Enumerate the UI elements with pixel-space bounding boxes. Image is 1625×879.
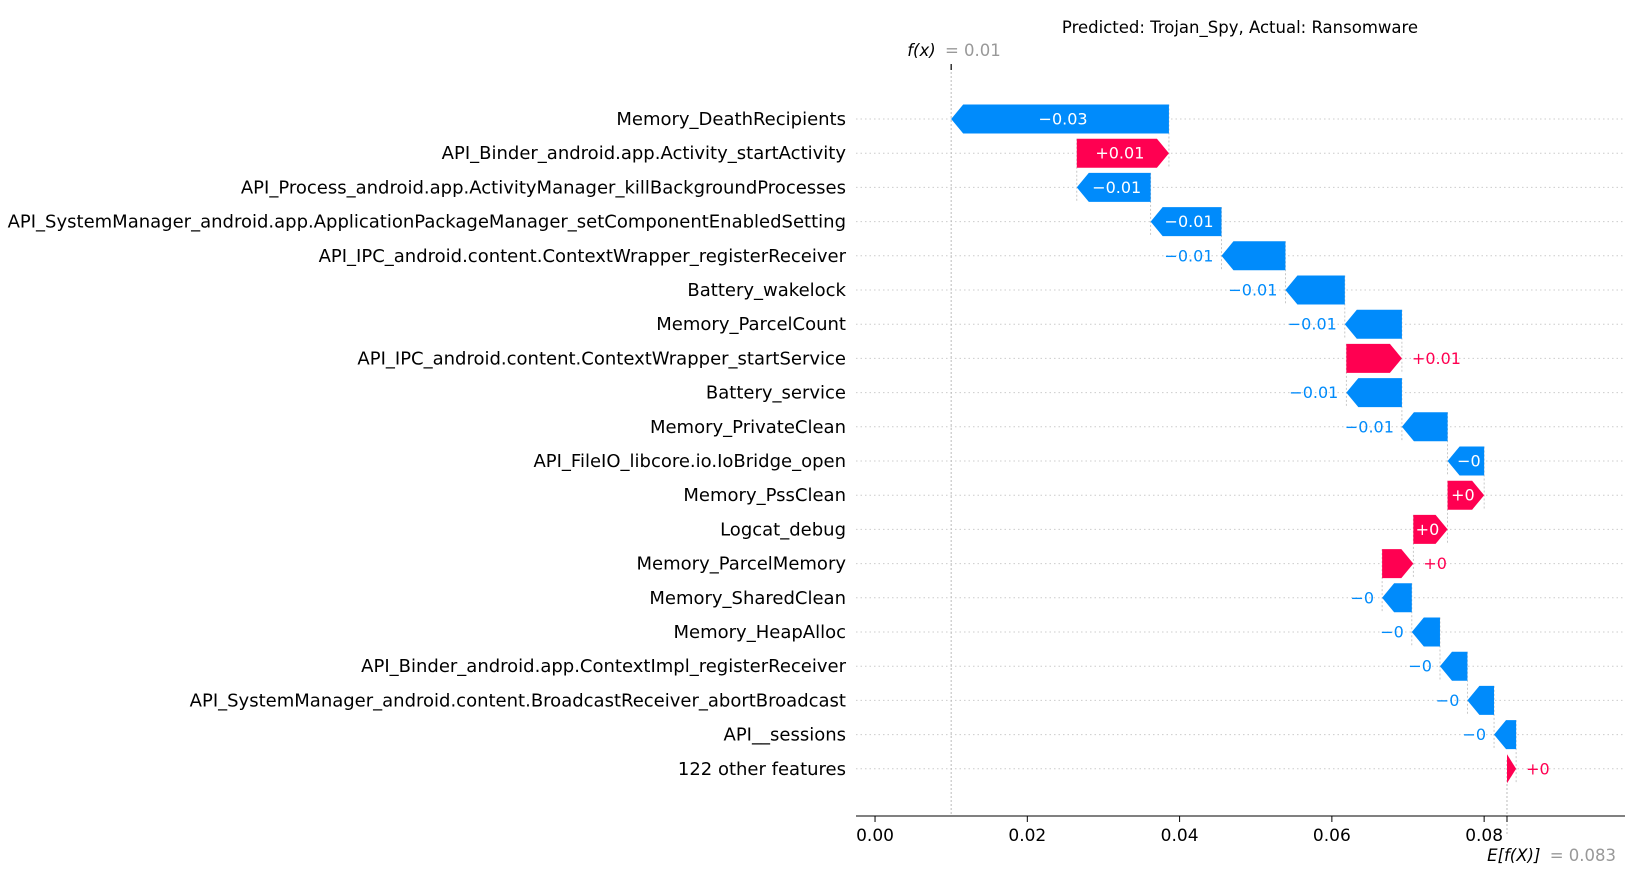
bar-value-label: +0 (1451, 486, 1475, 505)
reference-lines (950, 64, 1517, 836)
feature-label: Battery_wakelock (687, 280, 846, 301)
bar-value-label: −0 (1462, 725, 1486, 744)
gridlines (856, 118, 1625, 770)
feature-label: API_IPC_android.content.ContextWrapper_s… (357, 348, 846, 369)
efx-annotation: E[f(X)] = 0.083 (1487, 846, 1616, 865)
bar-negative (1439, 651, 1468, 681)
x-tick-label: 0.06 (1313, 826, 1351, 846)
x-tick-label: 0.00 (856, 826, 894, 846)
bar-value-label: −0.01 (1289, 383, 1338, 402)
bar-negative (1494, 720, 1517, 750)
feature-label: Memory_ParcelCount (656, 314, 846, 335)
feature-label: API_Binder_android.app.ContextImpl_regis… (361, 656, 846, 677)
bar-negative (1150, 207, 1222, 237)
bar-value-label: −0.01 (1165, 212, 1214, 231)
bar-value-label: −0 (1380, 623, 1404, 642)
svg-text:E[f(X)] = 0.083: E[f(X)] = 0.083 (1487, 846, 1616, 865)
bar-value-label: +0.01 (1095, 144, 1144, 163)
feature-label: Battery_service (706, 383, 846, 404)
bar-value-label: +0 (1423, 554, 1447, 573)
bar-negative (1344, 309, 1402, 339)
feature-label: API_Binder_android.app.Activity_startAct… (442, 143, 847, 164)
feature-labels: Memory_DeathRecipients API_Binder_android… (8, 109, 847, 780)
bar-value-label: −0 (1351, 588, 1375, 607)
feature-label: Memory_HeapAlloc (674, 622, 847, 643)
bar-value-label: −0 (1408, 657, 1432, 676)
bar-value-label: −0.03 (1039, 110, 1088, 129)
svg-text:f(x) = 0.01: f(x) = 0.01 (907, 41, 1001, 60)
bar-value-label: +0 (1416, 520, 1440, 539)
bar-value-labels: −0.03 +0.01 −0.01 −0.01 −0.01 −0.01 −0.01 +0.01… (1039, 110, 1550, 779)
feature-label: API_IPC_android.content.ContextWrapper_r… (319, 246, 847, 267)
bar-value-label: −0 (1436, 691, 1460, 710)
bar-negative (1447, 446, 1485, 476)
bar-value-label: −0.01 (1092, 178, 1141, 197)
feature-label: Memory_PssClean (683, 485, 846, 506)
bar-value-label: −0.01 (1288, 315, 1337, 334)
feature-label: Memory_ParcelMemory (637, 554, 847, 575)
bar-negative (1221, 241, 1286, 271)
bar-negative (1401, 412, 1448, 442)
bar-value-label: −0.01 (1345, 417, 1394, 436)
bar-positive (1447, 480, 1485, 510)
bar-value-label: −0 (1457, 452, 1481, 471)
feature-label: API_FileIO_libcore.io.IoBridge_open (533, 451, 846, 472)
feature-label: 122 other features (678, 759, 846, 780)
bar-negative (1285, 275, 1345, 305)
bar-positive (1413, 514, 1448, 544)
feature-label: API_SystemManager_android.app.Applicatio… (8, 212, 846, 233)
bar-value-label: −0.01 (1164, 246, 1213, 265)
feature-label: API_Process_android.app.ActivityManager_… (241, 177, 846, 198)
chart-title: Predicted: Trojan_Spy, Actual: Ransomwar… (1062, 18, 1418, 38)
efx-symbol: E[f(X)] (1487, 846, 1540, 865)
bar-value-label: +0.01 (1412, 349, 1461, 368)
bar-positive (1382, 549, 1414, 579)
bars-group (951, 104, 1517, 784)
x-tick-label: 0.08 (1465, 826, 1503, 846)
bar-value-label: −0.01 (1228, 281, 1277, 300)
feature-label: API__sessions (724, 725, 846, 746)
bar-negative (1411, 617, 1440, 647)
fx-value: = 0.01 (945, 41, 1001, 60)
bar-positive (1076, 138, 1169, 168)
bar-negative (1382, 583, 1412, 613)
x-tick-label: 0.02 (1008, 826, 1046, 846)
fx-annotation: f(x) = 0.01 (907, 41, 1001, 60)
bar-value-label: +0 (1526, 759, 1550, 778)
bar-negative (951, 104, 1169, 134)
x-tick-label: 0.04 (1161, 826, 1199, 846)
bar-negative (1467, 685, 1495, 715)
fx-symbol: f(x) (907, 41, 935, 60)
feature-label: Memory_SharedClean (649, 588, 846, 609)
bar-negative (1346, 378, 1402, 408)
feature-label: API_SystemManager_android.content.Broadc… (190, 690, 846, 711)
bar-positive (1506, 754, 1517, 784)
feature-label: Logcat_debug (720, 519, 846, 540)
feature-label: Memory_PrivateClean (650, 417, 846, 438)
bar-positive (1346, 343, 1402, 373)
bar-negative (1076, 172, 1151, 202)
feature-label: Memory_DeathRecipients (616, 109, 846, 130)
efx-value: = 0.083 (1550, 846, 1616, 865)
x-axis: 0.00 0.02 0.04 0.06 0.08 (856, 815, 1625, 846)
